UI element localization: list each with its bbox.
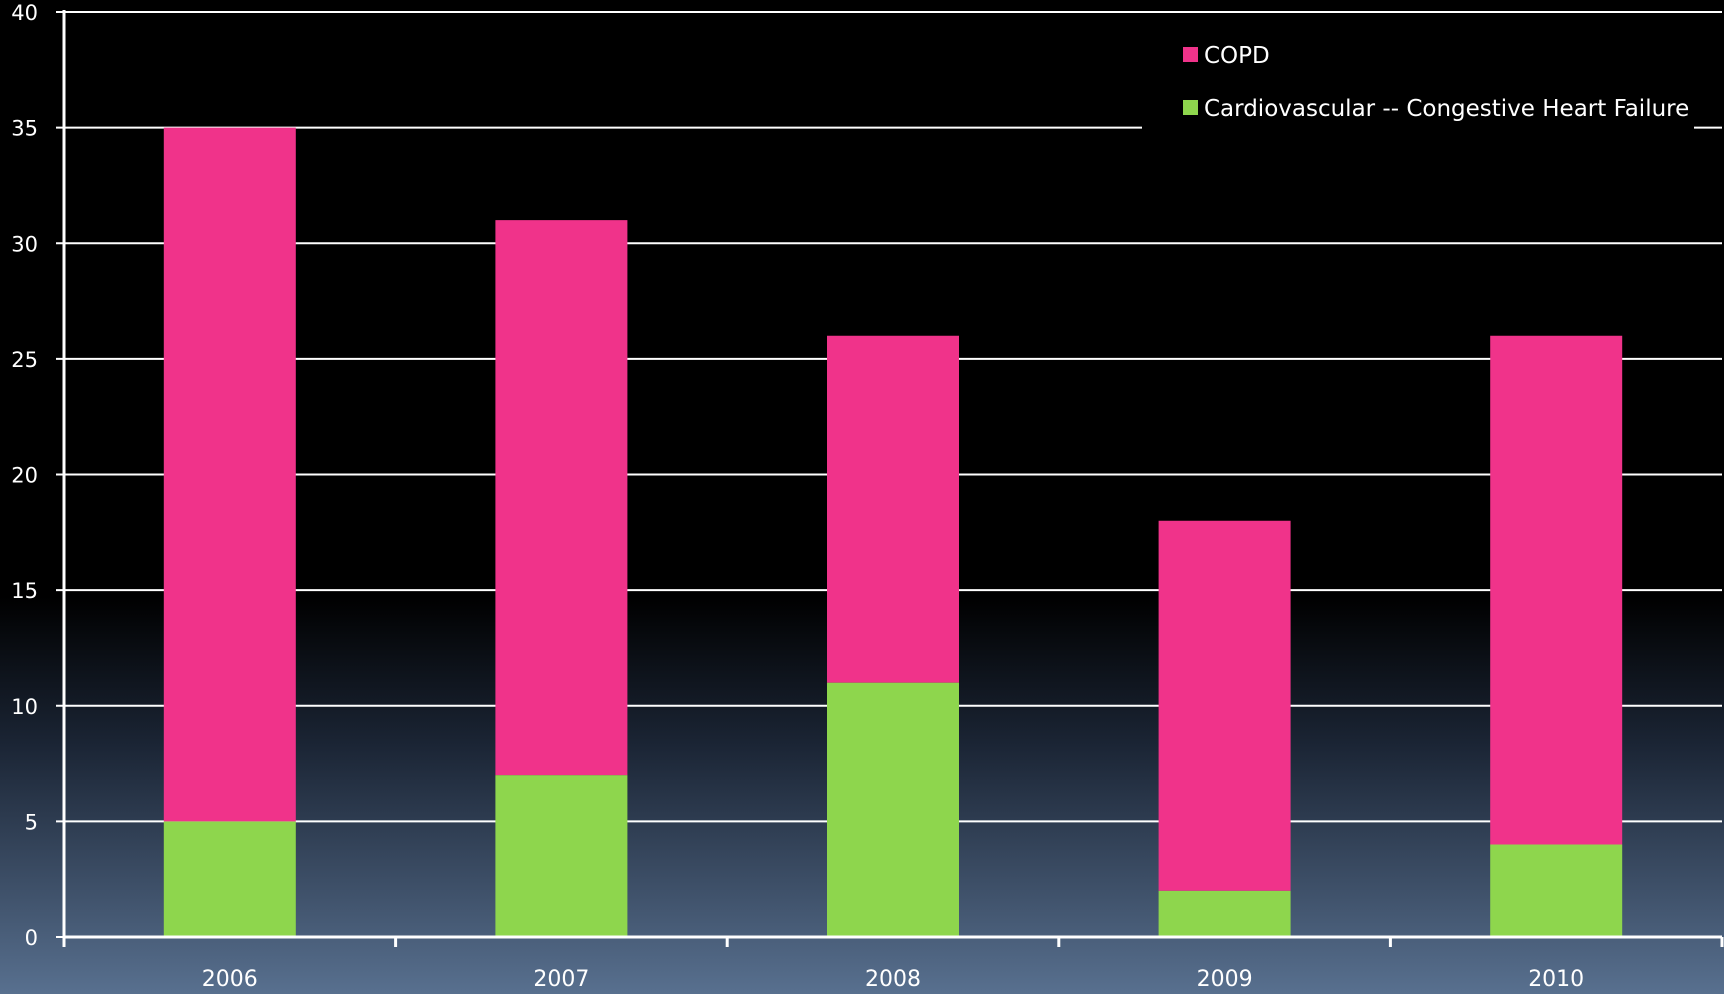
x-tick-label: 2007 [533, 967, 589, 992]
y-tick-label: 5 [25, 810, 38, 834]
x-tick-label: 2010 [1528, 967, 1584, 992]
x-tick-label: 2006 [202, 967, 258, 992]
x-tick-label: 2009 [1197, 967, 1253, 992]
legend-label: COPD [1204, 43, 1270, 69]
y-tick-label: 30 [11, 232, 38, 256]
bar-2006-series-1 [163, 127, 296, 822]
bar-2007-series-1 [495, 220, 628, 776]
bar-2009-series-0 [1158, 890, 1291, 937]
y-tick-label: 40 [11, 1, 38, 25]
bar-2008-series-0 [827, 682, 959, 937]
y-tick-label: 15 [11, 579, 38, 603]
legend-swatch [1183, 47, 1198, 62]
bar-2010-series-1 [1490, 335, 1623, 845]
y-tick-label: 20 [11, 464, 38, 488]
y-tick-label: 0 [25, 926, 38, 950]
y-tick-label: 10 [11, 695, 38, 719]
y-tick-label: 25 [11, 348, 38, 372]
legend-label: Cardiovascular -- Congestive Heart Failu… [1204, 96, 1689, 122]
legend-box [1142, 28, 1694, 140]
axes: 0 5 10 15 20 25 30 35 40 2006 2007 2008 2009 2010 [11, 1, 1724, 992]
legend: COPD Cardiovascular -- Congestive Heart F… [1142, 28, 1694, 140]
bar-2007-series-0 [495, 775, 628, 937]
bar-2008-series-1 [827, 335, 959, 683]
bars [163, 127, 1623, 937]
bar-2009-series-1 [1158, 520, 1291, 891]
y-tick-label: 35 [11, 117, 38, 141]
legend-swatch [1183, 100, 1198, 115]
bar-2006-series-0 [163, 821, 296, 937]
bar-2010-series-0 [1490, 844, 1623, 937]
x-tick-label: 2008 [865, 967, 921, 992]
